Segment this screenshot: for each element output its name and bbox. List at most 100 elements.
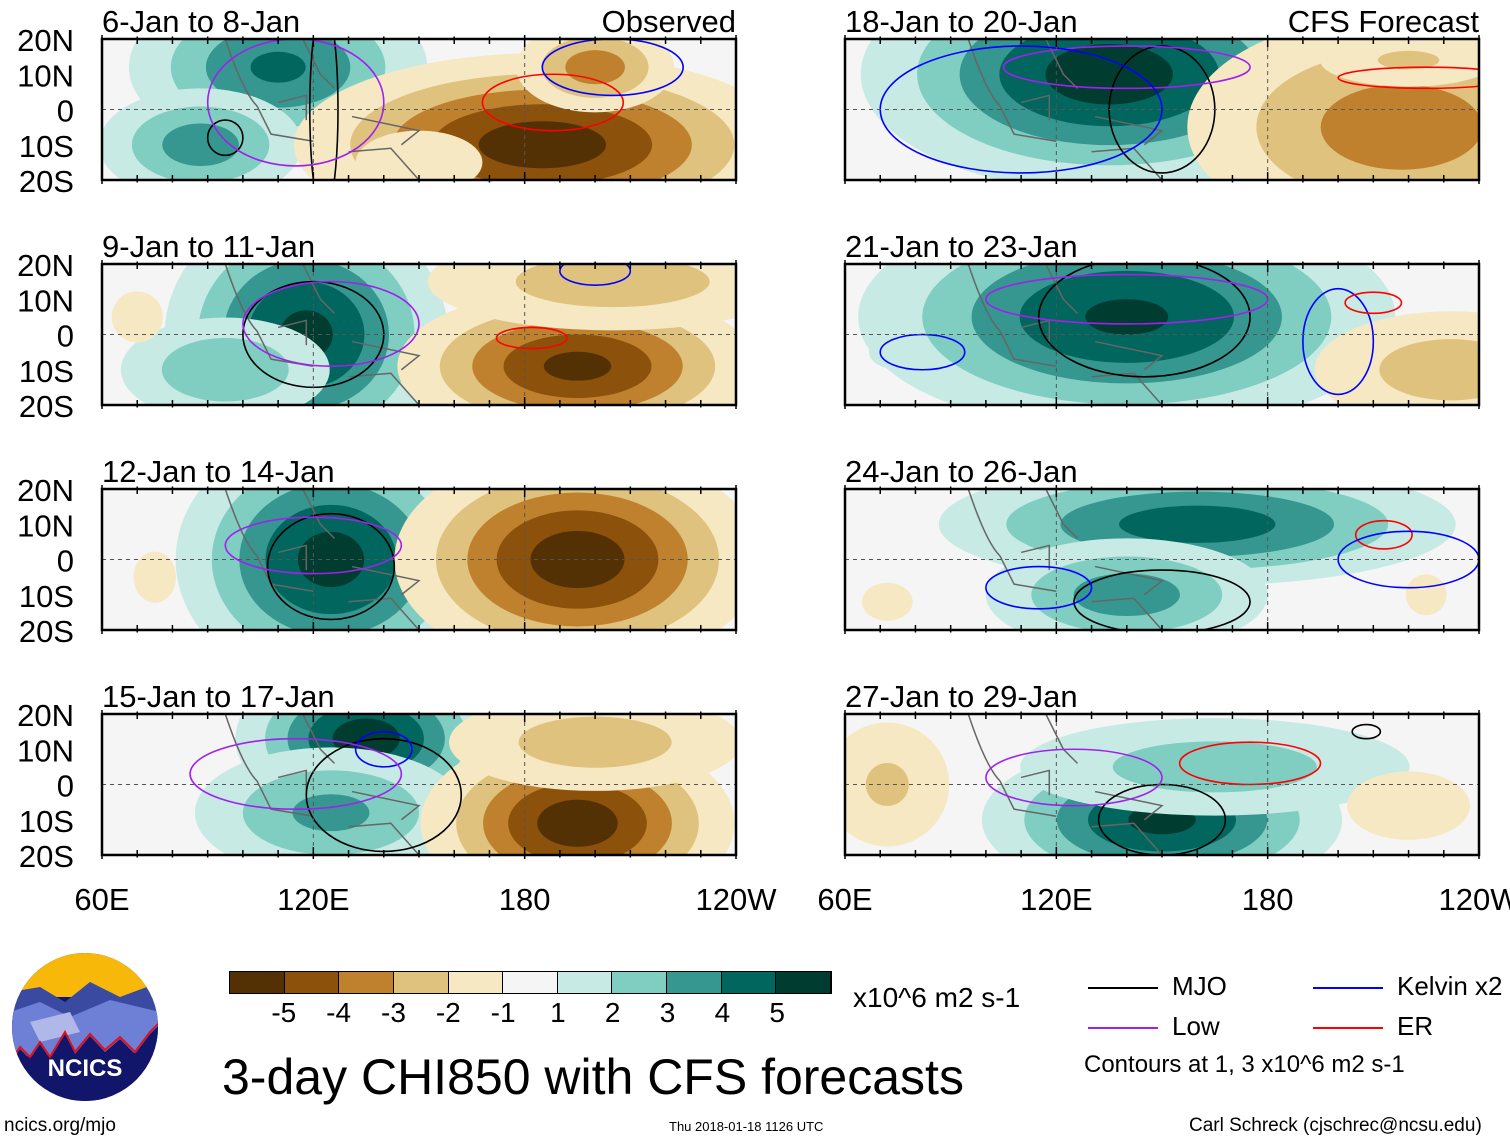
wave-contour bbox=[1002, 45, 1251, 90]
observed-label: Observed bbox=[602, 4, 736, 39]
wave-contour bbox=[1178, 741, 1322, 786]
lat-label: 0 bbox=[57, 544, 74, 579]
colorbar-tick: -2 bbox=[435, 997, 461, 1028]
colorbar-tick: 4 bbox=[714, 997, 731, 1028]
wave-contour bbox=[266, 512, 396, 621]
wave-contour bbox=[1097, 783, 1227, 855]
lon-label: 180 bbox=[499, 882, 551, 917]
legend-note: Contours at 1, 3 x10^6 m2 s-1 bbox=[1084, 1051, 1405, 1078]
legend-line bbox=[1088, 1027, 1158, 1029]
panel-title: 12-Jan to 14-Jan bbox=[102, 454, 335, 489]
lat-label: 10S bbox=[19, 804, 74, 839]
colorbar-tick: -1 bbox=[490, 997, 516, 1028]
legend-line bbox=[1313, 987, 1383, 989]
anomaly-contour bbox=[250, 51, 306, 83]
lat-label: 20N bbox=[17, 248, 74, 283]
wave-contour bbox=[559, 264, 632, 286]
lat-label: 20N bbox=[17, 473, 74, 508]
wave-contour bbox=[189, 737, 403, 810]
anomaly-contour bbox=[1320, 84, 1479, 170]
colorbar-swatch bbox=[448, 972, 504, 993]
legend-label: ER bbox=[1397, 1011, 1434, 1041]
anomaly-contour bbox=[518, 716, 672, 768]
colorbar bbox=[229, 971, 832, 994]
lon-label: 180 bbox=[1242, 882, 1294, 917]
map-panels: 6-Jan to 8-Jan Observed20N10N010S20S9-Jan… bbox=[17, 4, 1510, 917]
anomaly-contour bbox=[1073, 573, 1180, 617]
legend-line bbox=[1088, 987, 1158, 989]
legend-label: Kelvin x2 bbox=[1397, 971, 1503, 1001]
wave-contour bbox=[1337, 66, 1479, 90]
legend-label: Low bbox=[1172, 1011, 1220, 1041]
colorbar-swatch bbox=[284, 972, 340, 993]
lon-label: 60E bbox=[817, 882, 872, 917]
colorbar-tick: -4 bbox=[326, 997, 352, 1028]
lon-label: 120E bbox=[1020, 882, 1092, 917]
lat-label: 10N bbox=[17, 733, 74, 768]
wave-contour bbox=[242, 280, 420, 368]
wave-contour bbox=[481, 73, 625, 132]
wave-contour bbox=[1302, 287, 1375, 396]
lat-label: 20N bbox=[17, 23, 74, 58]
coastline bbox=[967, 489, 1164, 630]
lat-label: 20N bbox=[17, 698, 74, 733]
wave-contour bbox=[879, 333, 966, 371]
anomaly-contour bbox=[1112, 741, 1317, 793]
lat-label: 10N bbox=[17, 508, 74, 543]
coastline bbox=[224, 39, 421, 180]
colorbar-tick: 5 bbox=[769, 997, 785, 1028]
lat-label: 0 bbox=[57, 319, 74, 354]
colorbar-tick: 1 bbox=[550, 997, 566, 1028]
coastline bbox=[967, 39, 1164, 180]
figure-title: 3-day CHI850 with CFS forecasts bbox=[222, 1049, 964, 1105]
panel-title: 21-Jan to 23-Jan bbox=[845, 229, 1078, 264]
lat-label: 10S bbox=[19, 579, 74, 614]
wave-contour bbox=[1073, 569, 1251, 630]
anomaly-contour bbox=[478, 121, 606, 169]
anomaly-contour bbox=[861, 582, 913, 621]
colorbar-swatch bbox=[721, 972, 777, 993]
forecast-label: CFS Forecast bbox=[1288, 4, 1480, 39]
anomaly-contour bbox=[1045, 44, 1173, 105]
anomaly-contour bbox=[1377, 50, 1440, 70]
panel-title: 6-Jan to 8-Jan bbox=[102, 4, 300, 39]
lon-label: 120W bbox=[1439, 882, 1510, 917]
lat-label: 10N bbox=[17, 283, 74, 318]
footer-url[interactable]: ncics.org/mjo bbox=[4, 1115, 116, 1136]
anomaly-contour bbox=[1085, 299, 1169, 335]
anomaly-contour bbox=[537, 799, 618, 847]
coastline bbox=[224, 489, 421, 630]
wave-contour bbox=[206, 39, 385, 167]
lat-label: 20S bbox=[19, 164, 74, 199]
lat-label: 10N bbox=[17, 58, 74, 93]
colorbar-units: x10^6 m2 s-1 bbox=[853, 982, 1021, 1013]
colorbar-swatch bbox=[776, 972, 832, 993]
wave-contour bbox=[541, 39, 684, 97]
map-panel: 24-Jan to 26-Jan bbox=[843, 454, 1481, 634]
legend-label: MJO bbox=[1172, 971, 1227, 1001]
anomaly-contour bbox=[1119, 505, 1276, 543]
lat-label: 20S bbox=[19, 389, 74, 424]
legend-line bbox=[1313, 1027, 1383, 1029]
anomaly-contour bbox=[297, 531, 365, 588]
colorbar-swatch bbox=[393, 972, 449, 993]
colorbar-tick: 3 bbox=[659, 997, 676, 1028]
footer-author: Carl Schreck (cjschrec@ncsu.edu) bbox=[1189, 1115, 1482, 1136]
colorbar-tick: -3 bbox=[381, 997, 406, 1028]
colorbar-swatch bbox=[667, 972, 722, 993]
wave-contour bbox=[1351, 723, 1382, 740]
wave-contour bbox=[985, 748, 1163, 807]
anomaly-contour bbox=[1379, 339, 1479, 401]
anomaly-contour bbox=[1347, 771, 1471, 840]
panel-title: 27-Jan to 29-Jan bbox=[845, 679, 1078, 714]
coastline bbox=[224, 714, 421, 855]
panel-title: 9-Jan to 11-Jan bbox=[102, 229, 315, 264]
lat-label: 20S bbox=[19, 839, 74, 874]
ncics-logo: NCICS bbox=[12, 953, 158, 1101]
map-panel: 18-Jan to 20-Jan CFS Forecast bbox=[843, 4, 1481, 184]
colorbar-swatch bbox=[557, 972, 613, 993]
anomaly-contour bbox=[543, 351, 612, 381]
